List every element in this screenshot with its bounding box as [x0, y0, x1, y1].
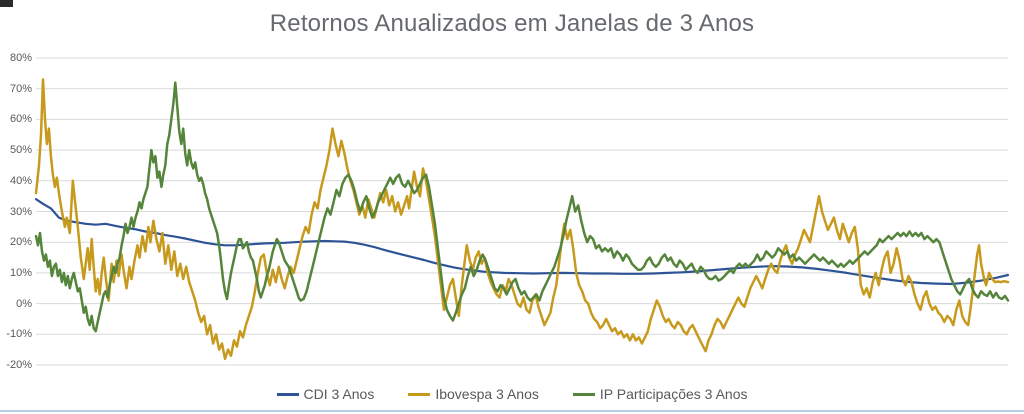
bottom-border-line — [0, 410, 1024, 412]
legend-item: Ibovespa 3 Anos — [408, 386, 539, 402]
y-axis-tick-label: 70% — [9, 82, 32, 95]
legend-item: IP Participações 3 Anos — [572, 386, 748, 402]
legend-item: CDI 3 Anos — [276, 386, 375, 402]
y-axis-tick-label: 60% — [9, 113, 32, 126]
legend-line-swatch — [408, 392, 431, 396]
legend-label: IP Participações 3 Anos — [599, 386, 748, 402]
y-axis-tick-label: 40% — [9, 174, 32, 187]
legend-line-swatch — [276, 392, 299, 396]
y-axis-tick-label: -10% — [6, 328, 32, 341]
legend-label: CDI 3 Anos — [303, 386, 375, 402]
y-axis-tick-label: 30% — [9, 205, 32, 218]
chart-title: Retornos Anualizados em Janelas de 3 Ano… — [269, 10, 755, 37]
window-corner-artifact — [0, 0, 13, 7]
y-axis-tick-label: 20% — [9, 236, 32, 249]
legend-label: Ibovespa 3 Anos — [435, 386, 539, 402]
y-axis-tick-label: 50% — [9, 144, 32, 157]
y-axis-tick-label: 10% — [9, 266, 32, 279]
series-line-ibovespa-3-anos — [34, 78, 1010, 361]
y-axis-tick-label: 0% — [16, 297, 32, 310]
legend: CDI 3 Anos Ibovespa 3 Anos IP Participaçõe… — [0, 386, 1024, 402]
y-axis-tick-label: 80% — [9, 52, 32, 64]
legend-line-swatch — [572, 392, 595, 396]
series-line-ip-participa-es-3-anos — [34, 81, 1010, 333]
y-axis-tick-label: -20% — [6, 359, 32, 371]
